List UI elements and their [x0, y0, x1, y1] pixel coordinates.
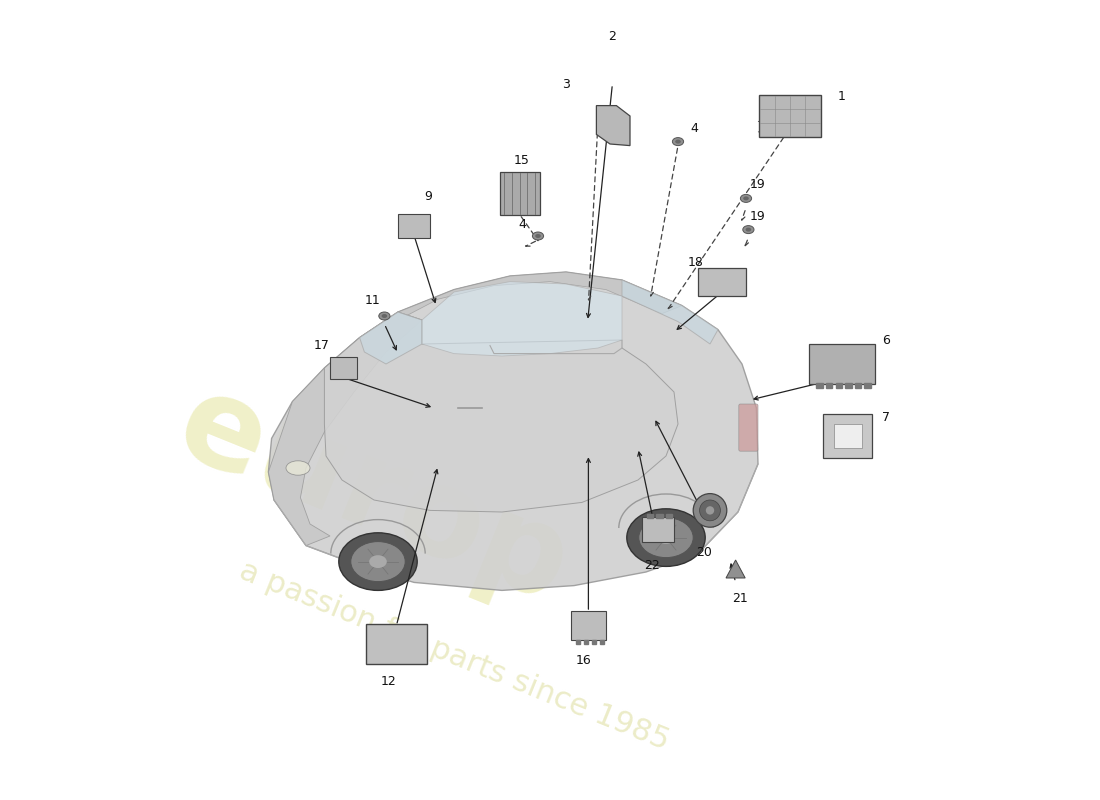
Bar: [836, 383, 842, 388]
Bar: [816, 383, 823, 388]
Ellipse shape: [693, 494, 727, 527]
Bar: [666, 514, 672, 518]
Bar: [855, 383, 861, 388]
FancyBboxPatch shape: [739, 404, 758, 451]
Polygon shape: [398, 272, 682, 320]
Polygon shape: [596, 106, 630, 146]
FancyBboxPatch shape: [642, 517, 674, 542]
FancyBboxPatch shape: [571, 611, 606, 640]
Text: europ: europ: [161, 363, 587, 629]
Bar: [845, 383, 851, 388]
Ellipse shape: [378, 312, 390, 320]
Ellipse shape: [532, 232, 543, 240]
Text: 20: 20: [695, 546, 712, 558]
Text: 1: 1: [838, 90, 846, 102]
Polygon shape: [621, 280, 718, 344]
Bar: [592, 640, 596, 643]
Text: 3: 3: [562, 78, 570, 90]
Bar: [647, 514, 653, 518]
Polygon shape: [268, 312, 422, 546]
FancyBboxPatch shape: [810, 344, 875, 384]
Text: 6: 6: [882, 334, 890, 346]
Text: 2: 2: [608, 30, 616, 42]
Ellipse shape: [627, 509, 705, 566]
FancyBboxPatch shape: [499, 172, 540, 215]
FancyBboxPatch shape: [823, 414, 872, 458]
Text: 21: 21: [733, 592, 748, 605]
Text: 16: 16: [575, 654, 592, 666]
Text: 7: 7: [882, 411, 890, 424]
Bar: [584, 640, 588, 643]
Text: a passion for parts since 1985: a passion for parts since 1985: [234, 556, 673, 756]
Ellipse shape: [286, 461, 310, 475]
FancyBboxPatch shape: [759, 95, 821, 137]
Ellipse shape: [740, 194, 751, 202]
Text: 4: 4: [690, 122, 697, 134]
FancyBboxPatch shape: [698, 267, 746, 295]
Ellipse shape: [657, 531, 674, 544]
Polygon shape: [726, 560, 745, 578]
Ellipse shape: [536, 234, 541, 238]
Bar: [575, 640, 581, 643]
Text: 19: 19: [750, 210, 766, 222]
Ellipse shape: [700, 500, 720, 521]
Text: 17: 17: [315, 339, 330, 352]
FancyBboxPatch shape: [834, 424, 861, 448]
Ellipse shape: [672, 138, 683, 146]
Ellipse shape: [339, 533, 417, 590]
Text: 22: 22: [645, 559, 660, 572]
Polygon shape: [360, 312, 422, 364]
Text: 4: 4: [518, 218, 526, 230]
Ellipse shape: [744, 196, 749, 200]
Text: 19: 19: [750, 178, 766, 190]
Text: 12: 12: [381, 675, 396, 688]
Polygon shape: [268, 272, 758, 590]
FancyBboxPatch shape: [398, 214, 430, 238]
Ellipse shape: [746, 227, 751, 232]
Ellipse shape: [639, 518, 693, 558]
Ellipse shape: [706, 506, 714, 514]
Ellipse shape: [351, 542, 405, 582]
Text: 18: 18: [688, 256, 704, 269]
Ellipse shape: [675, 139, 681, 144]
FancyBboxPatch shape: [330, 357, 358, 378]
Bar: [657, 514, 663, 518]
Text: 15: 15: [514, 154, 530, 166]
Bar: [826, 383, 833, 388]
Polygon shape: [422, 282, 622, 356]
FancyBboxPatch shape: [365, 624, 427, 664]
Bar: [600, 640, 604, 643]
Polygon shape: [324, 312, 678, 512]
Ellipse shape: [382, 314, 387, 318]
Text: 9: 9: [425, 190, 432, 202]
Ellipse shape: [742, 226, 754, 234]
Ellipse shape: [370, 555, 387, 568]
Text: 11: 11: [364, 294, 381, 306]
Bar: [865, 383, 871, 388]
